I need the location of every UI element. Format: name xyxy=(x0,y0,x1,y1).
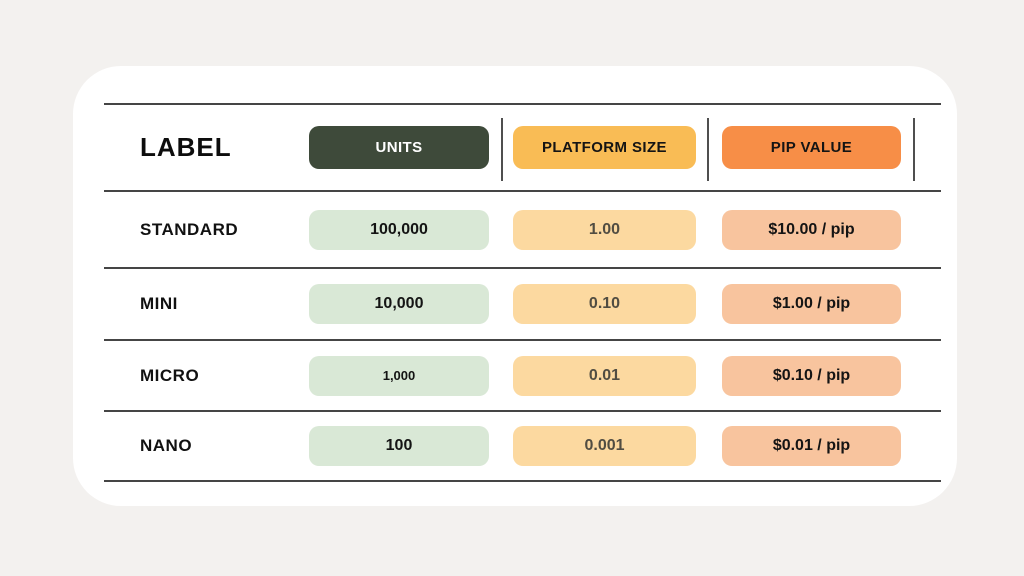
platform-size-value-pill: 0.01 xyxy=(513,355,696,396)
pip-value-pill: $0.01 / pip xyxy=(722,426,901,466)
pip-value-pill: $0.10 / pip xyxy=(722,355,901,396)
pip-value-pill: $10.00 / pip xyxy=(722,209,901,250)
header-platform-size-pill: PLATFORM SIZE xyxy=(513,126,696,169)
table-header-row: LABEL UNITS PLATFORM SIZE PIP VALUE xyxy=(104,105,941,192)
lot-size-table-card: LABEL UNITS PLATFORM SIZE PIP VALUE STAN… xyxy=(73,66,957,506)
lot-size-table: LABEL UNITS PLATFORM SIZE PIP VALUE STAN… xyxy=(104,103,941,482)
row-label: NANO xyxy=(140,436,193,455)
units-value-pill: 100,000 xyxy=(309,209,489,250)
header-label: LABEL xyxy=(140,132,232,162)
platform-size-value-pill: 0.10 xyxy=(513,284,696,324)
header-units-pill: UNITS xyxy=(309,126,489,169)
units-value-pill: 1,000 xyxy=(309,355,489,396)
platform-size-value-pill: 0.001 xyxy=(513,426,696,466)
row-label: MICRO xyxy=(140,365,200,385)
table-row-micro: MICRO 1,000 0.01 $0.10 / pip xyxy=(104,341,941,412)
table-row-standard: STANDARD 100,000 1.00 $10.00 / pip xyxy=(104,192,941,269)
table-row-mini: MINI 10,000 0.10 $1.00 / pip xyxy=(104,269,941,341)
units-value-pill: 100 xyxy=(309,426,489,466)
pip-value-pill: $1.00 / pip xyxy=(722,284,901,324)
units-value-pill: 10,000 xyxy=(309,284,489,324)
table-row-nano: NANO 100 0.001 $0.01 / pip xyxy=(104,412,941,482)
row-label: MINI xyxy=(140,294,178,313)
header-column-divider xyxy=(913,118,915,181)
row-label: STANDARD xyxy=(140,219,239,239)
header-column-divider xyxy=(501,118,503,181)
header-column-divider xyxy=(707,118,709,181)
platform-size-value-pill: 1.00 xyxy=(513,209,696,250)
header-pip-value-pill: PIP VALUE xyxy=(722,126,901,169)
